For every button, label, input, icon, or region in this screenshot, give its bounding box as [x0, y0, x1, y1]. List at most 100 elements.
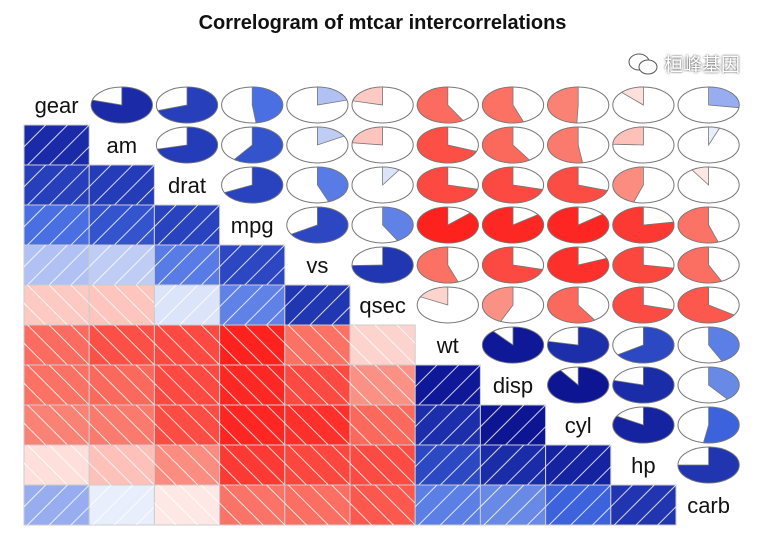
pie-cell: [416, 126, 479, 164]
pie-cell: [677, 206, 740, 244]
pie-cell: [612, 406, 675, 444]
shade-cell: [23, 244, 90, 286]
shade-cell: [284, 324, 351, 366]
shade-cell: [610, 484, 677, 526]
pie-cell: [221, 166, 284, 204]
pie-cell: [155, 86, 219, 124]
variable-label: vs: [306, 253, 328, 278]
shade-cell: [88, 164, 155, 206]
shade-cell: [219, 244, 286, 286]
variable-label: drat: [168, 173, 206, 198]
pie-cell: [481, 206, 545, 244]
pie-cell: [547, 286, 610, 324]
pie-cell: [547, 246, 610, 284]
shade-cell: [414, 404, 481, 446]
pie-cell: [612, 126, 675, 164]
pie-cell: [351, 206, 414, 244]
pie-cell: [481, 126, 545, 164]
pie-cell: [547, 166, 610, 204]
shade-cell: [284, 404, 351, 446]
pie-cell: [612, 166, 675, 204]
pie-cell: [481, 166, 545, 204]
shade-cell: [284, 484, 351, 526]
shade-cell: [349, 444, 416, 486]
pie-cell: [547, 126, 610, 164]
shade-cell: [219, 484, 286, 526]
pie-cell: [416, 166, 479, 204]
pie-cell: [286, 126, 349, 164]
shade-cell: [23, 204, 90, 246]
shade-cell: [545, 484, 612, 526]
shade-cell: [219, 364, 286, 406]
shade-cell: [23, 284, 90, 326]
pie-cell: [677, 326, 740, 364]
variable-label: qsec: [359, 293, 405, 318]
pie-cell: [481, 286, 545, 324]
variable-label: cyl: [565, 413, 592, 438]
pie-cell: [416, 86, 479, 124]
pie-cell: [677, 406, 740, 444]
wechat-icon: [628, 53, 658, 74]
shade-cell: [349, 484, 416, 526]
pie-cell: [221, 126, 284, 164]
pie-cell: [286, 206, 349, 244]
pie-cell: [677, 246, 740, 284]
pie-cell: [90, 86, 153, 124]
pie-cell: [677, 446, 740, 484]
shade-cell: [349, 404, 416, 446]
variable-label: carb: [687, 493, 730, 518]
variable-label: disp: [493, 373, 533, 398]
shade-cell: [479, 484, 547, 526]
pie-cell: [612, 206, 675, 244]
pie-cell: [612, 286, 675, 324]
pie-cell: [677, 286, 740, 324]
pie-cell: [612, 86, 675, 124]
pie-cell: [286, 86, 349, 124]
watermark-text: 桓峰基因: [664, 55, 741, 76]
pie-cell: [481, 326, 545, 364]
pie-cell: [677, 166, 740, 204]
variable-label: mpg: [231, 213, 274, 238]
shade-cell: [479, 404, 547, 446]
variable-label: hp: [631, 453, 655, 478]
shade-cell: [88, 244, 155, 286]
shade-cell: [88, 484, 155, 526]
shade-cell: [23, 444, 90, 486]
shade-cell: [23, 404, 90, 446]
pie-cell: [221, 86, 284, 124]
pie-cell: [351, 166, 414, 204]
shade-cell: [219, 404, 286, 446]
shade-cell: [414, 364, 481, 406]
shade-cell: [153, 484, 221, 526]
pie-cell: [612, 326, 675, 364]
pie-cell: [351, 246, 414, 284]
pie-cell: [677, 366, 740, 404]
pie-cell: [286, 166, 349, 204]
pie-cell: [612, 246, 675, 284]
shade-cell: [88, 204, 155, 246]
pie-cell: [155, 126, 219, 164]
pie-cell: [677, 126, 740, 164]
shade-cell: [88, 404, 155, 446]
variable-label: gear: [35, 93, 79, 118]
shade-cell: [88, 324, 155, 366]
shade-cell: [153, 244, 221, 286]
watermark: 桓峰基因: [628, 50, 740, 77]
variable-label: wt: [436, 333, 459, 358]
chart-title: Correlogram of mtcar intercorrelations: [198, 12, 567, 34]
pie-cell: [416, 286, 479, 324]
shade-cell: [23, 124, 90, 166]
shade-cell: [153, 364, 221, 406]
shade-cell: [479, 444, 547, 486]
pie-cell: [677, 86, 740, 124]
pie-cell: [481, 86, 545, 124]
shade-cell: [414, 444, 481, 486]
shade-cell: [23, 324, 90, 366]
pie-cell: [351, 86, 414, 124]
pie-cell: [547, 86, 610, 124]
pie-cell: [481, 246, 545, 284]
shade-cell: [88, 364, 155, 406]
variable-label: am: [107, 133, 138, 158]
pie-cell: [547, 366, 610, 404]
